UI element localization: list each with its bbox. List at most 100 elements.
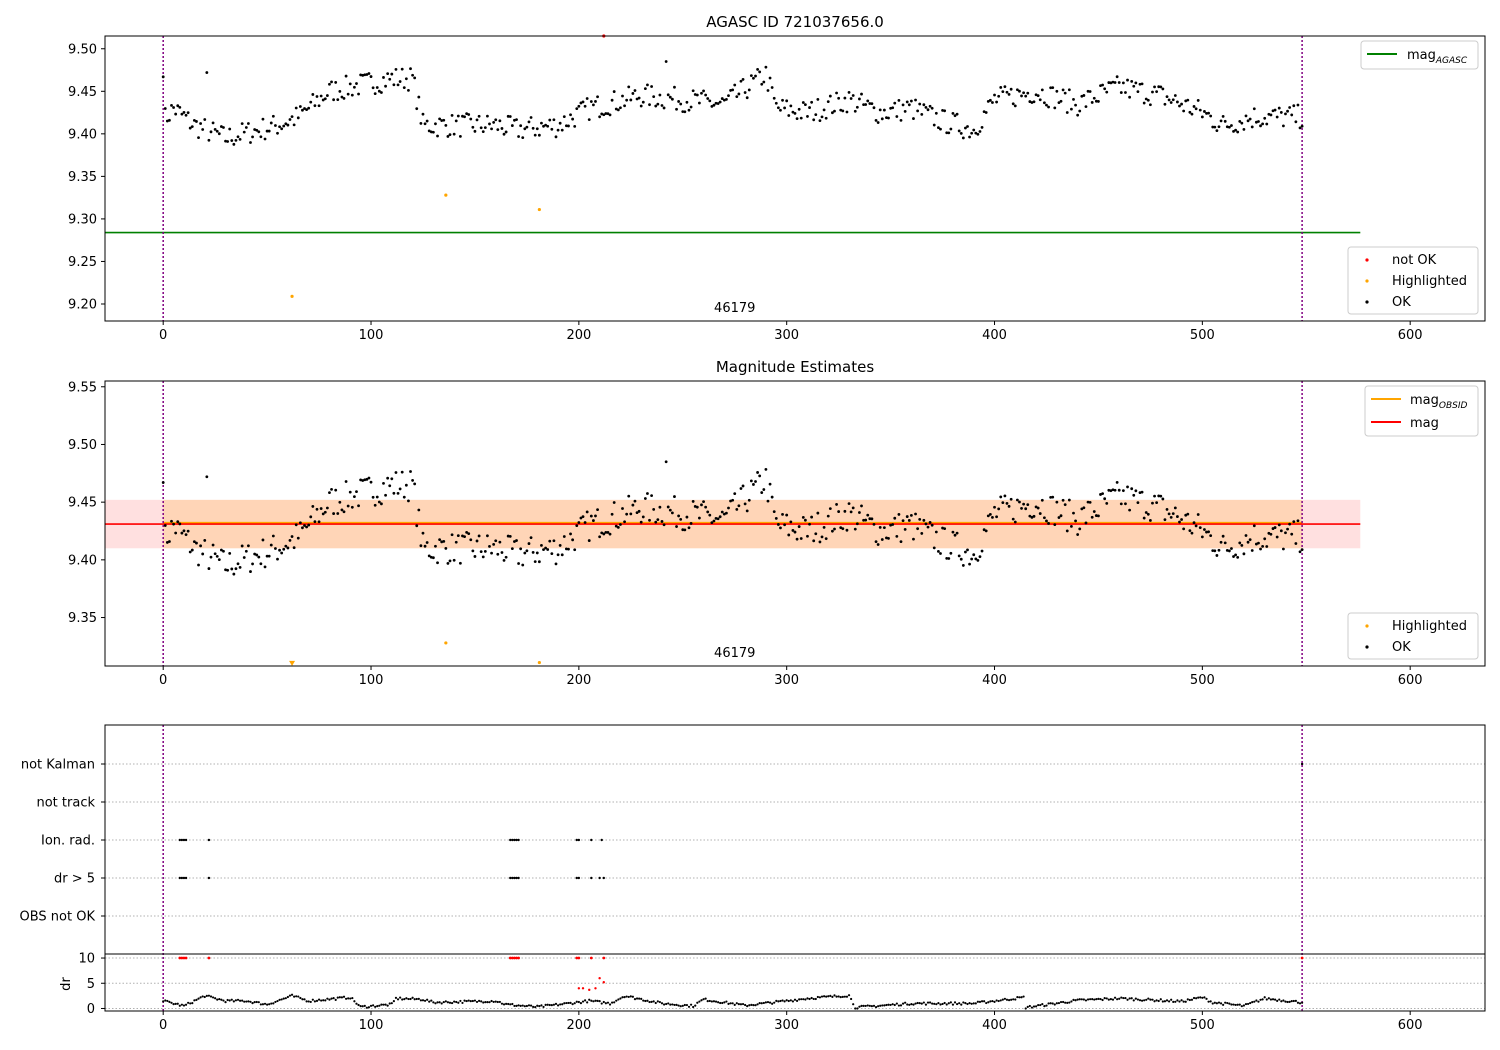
dr-point (515, 1004, 518, 1007)
dr-point (554, 1002, 558, 1005)
p2-xtick-label-200: 200 (566, 673, 591, 688)
p2-ok-point (371, 495, 375, 499)
p1-ok-point (612, 90, 616, 93)
dr-point (947, 1002, 950, 1005)
dr-clipped-point (178, 956, 182, 960)
dr-point (336, 996, 339, 999)
p1-ok-point (1223, 119, 1227, 123)
p1-ok-point (338, 89, 342, 93)
p1-ok-point (824, 116, 828, 120)
p2-ok-point (348, 490, 352, 494)
p1-ok-point (1167, 98, 1171, 102)
legend-highlighted-label: Highlighted (1392, 274, 1467, 289)
p1-ok-point (912, 117, 915, 120)
p1-ok-point (571, 117, 575, 121)
p2-ok-point (382, 481, 385, 485)
p2-ok-point (947, 557, 951, 560)
p1-ok-point (1261, 122, 1265, 126)
p2-ok-point (1151, 501, 1154, 505)
dr-point (178, 1004, 181, 1007)
p2-ok-point (564, 547, 568, 551)
p1-xtick-label-600: 600 (1398, 328, 1423, 343)
dr-point (893, 1003, 896, 1007)
p2-ok-point (448, 559, 452, 563)
dr-point (791, 1000, 795, 1003)
dr-point (513, 1004, 516, 1008)
p1-ok-point (201, 128, 205, 131)
p2-ok-point (1209, 534, 1213, 538)
p1-ok-point (425, 119, 429, 123)
p2-ok-point (415, 524, 419, 528)
p1-ok-point (1227, 125, 1231, 129)
p2-ok-point (253, 552, 257, 556)
p2-ok-point (479, 550, 483, 553)
p2-ok-point (666, 505, 670, 509)
p1-ok-point (348, 82, 352, 86)
p1-ok-point (477, 114, 481, 118)
p2-ok-point (1076, 533, 1080, 536)
dr-point (899, 1004, 903, 1007)
p1-ok-point (1209, 114, 1213, 118)
dr-point (696, 1001, 699, 1004)
p2-ok-point (691, 500, 695, 503)
p1-ok-point (995, 100, 998, 104)
legend-mag-label: mag (1410, 416, 1439, 431)
dr-point (461, 1001, 464, 1005)
p1-ok-point (267, 129, 271, 133)
p1-ok-point (1242, 127, 1246, 131)
dr-point (822, 995, 826, 998)
dr-point (1030, 1006, 1034, 1009)
p2-ok-point (895, 534, 899, 538)
p2-ok-point (234, 567, 238, 571)
p2-ok-point (444, 546, 448, 550)
p1-xtick-label-400: 400 (982, 328, 1007, 343)
p2-ok-point (623, 520, 626, 524)
p1-ok-point (847, 90, 851, 94)
dr-point (382, 1003, 385, 1006)
flag-point (602, 876, 605, 880)
p1-ok-point (616, 108, 620, 112)
p1-ok-point (679, 102, 683, 106)
dr-point (556, 1004, 560, 1007)
p2-ok-point (469, 538, 473, 542)
p1-ok-point (945, 131, 949, 135)
p1-ok-point (203, 118, 207, 121)
p1-ok-point (818, 119, 822, 123)
p1-ok-point (868, 102, 872, 105)
p1-ok-point (851, 94, 855, 97)
dr-point (850, 997, 853, 1001)
dr-point (793, 998, 797, 1001)
p1-ok-point (352, 85, 356, 89)
p2-ok-point (1211, 549, 1215, 552)
p2-ok-point (1178, 520, 1181, 524)
p2-ok-point (388, 484, 392, 488)
dr-point (396, 998, 400, 1001)
dr-point (827, 995, 830, 998)
dr-point (768, 1001, 772, 1004)
p2-ok-point (1107, 488, 1111, 492)
dr-point (413, 998, 416, 1001)
p2-ok-point (806, 534, 809, 538)
p1-ok-point (429, 130, 433, 134)
p1-ok-point (816, 97, 820, 101)
p1-ok-point (860, 92, 863, 96)
p2-ok-point (718, 515, 722, 519)
dr-point (1072, 998, 1075, 1001)
p1-ok-point (473, 129, 477, 133)
p1-ok-point (741, 77, 745, 81)
p1-ok-point (1263, 116, 1267, 120)
p2-ok-point (600, 531, 604, 535)
dr-point (1174, 1000, 1177, 1003)
p2-ok-point (1136, 501, 1140, 505)
dr-point (941, 1002, 944, 1006)
p1-ok-point (240, 122, 244, 125)
p2-ok-point (1042, 516, 1046, 520)
dr-point (1276, 999, 1279, 1003)
p1-ok-point (1234, 128, 1238, 132)
p2-ok-point (926, 525, 930, 529)
p2-ok-point (986, 514, 990, 518)
p2-ok-point (870, 517, 874, 521)
p2-ok-point (689, 522, 693, 525)
p1-ok-point (1024, 94, 1028, 98)
p1-ok-point (646, 83, 649, 87)
